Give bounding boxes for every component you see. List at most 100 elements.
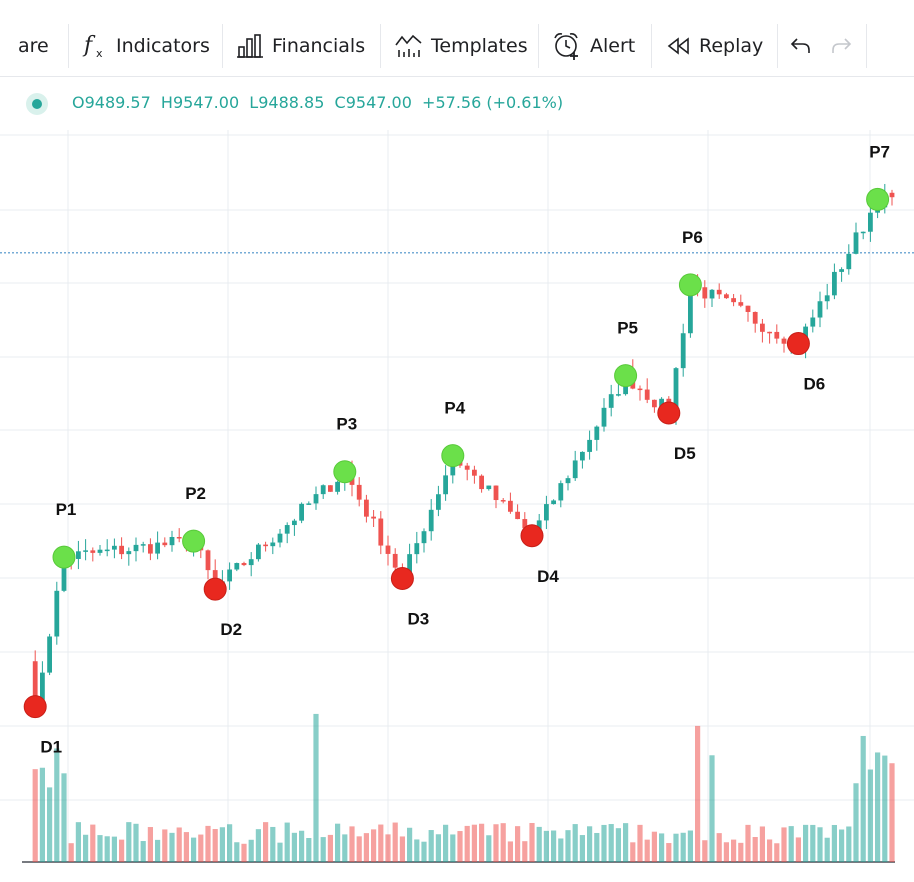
volume-bar (32, 769, 38, 862)
candle-body (40, 672, 45, 700)
candle-body (644, 389, 650, 400)
candle-body (580, 451, 585, 461)
volume-bar (435, 834, 441, 862)
candle-body (47, 636, 52, 673)
volume-bar (781, 827, 787, 862)
candle-body (263, 544, 268, 547)
peak-marker (441, 444, 465, 468)
volume-bar (817, 827, 823, 862)
candle-body (745, 305, 751, 312)
templates-button[interactable]: Templates (395, 24, 528, 68)
volume-bar (731, 839, 737, 862)
candle-body (774, 331, 780, 339)
candle-body (97, 549, 103, 553)
volume-bar (356, 836, 362, 862)
volume-bar (853, 783, 859, 862)
ohlc-values: O9489.57 H9547.00 L9488.85 C9547.00 +57.… (72, 93, 564, 112)
dip-label: D1 (40, 738, 62, 757)
volume-bar (767, 839, 773, 862)
candle-body (155, 542, 160, 554)
volume-bar (479, 823, 485, 862)
dip-marker (520, 524, 544, 548)
financials-button[interactable]: Financials (236, 24, 365, 68)
candle-body (162, 542, 168, 546)
volume-bar (277, 842, 283, 862)
candle-body (731, 298, 736, 303)
candle-body (364, 499, 369, 517)
volume-bar (327, 834, 333, 862)
volume-bar (587, 826, 593, 862)
volume-bar (860, 735, 866, 862)
volume-bar (572, 824, 578, 862)
volume-bar (133, 823, 139, 862)
candle-body (248, 559, 254, 566)
volume-bar (558, 838, 564, 862)
alert-button[interactable]: Alert (552, 24, 635, 68)
candle-body (868, 212, 873, 232)
svg-text:x: x (96, 47, 103, 60)
volume-bar (385, 834, 391, 862)
candle-body (508, 500, 513, 512)
volume-bar (623, 823, 629, 862)
volume-bar (104, 836, 110, 862)
candle-body (659, 398, 664, 408)
candle-body (119, 545, 124, 555)
volume-bar (875, 752, 881, 862)
volume-bar (630, 842, 636, 862)
volume-bar (486, 835, 492, 862)
volume-bar (119, 839, 125, 862)
volume-bar (738, 842, 744, 862)
volume-bar (529, 822, 535, 862)
candle-body (601, 407, 607, 427)
candle-body (551, 500, 556, 505)
volume-bar (615, 828, 621, 862)
indicators-label: Indicators (116, 35, 210, 57)
volume-bar (659, 833, 665, 862)
candle-body (702, 287, 708, 299)
candle-body (306, 503, 312, 505)
candle-body (637, 388, 643, 391)
ohlc-legend: O9489.57 H9547.00 L9488.85 C9547.00 +57.… (0, 88, 914, 118)
peak-marker (866, 187, 890, 211)
candle-body (500, 500, 506, 502)
volume-bar (846, 826, 852, 862)
volume-bar (255, 829, 261, 862)
redo-button[interactable] (830, 24, 852, 68)
dip-label: D2 (220, 620, 242, 639)
volume-bar (788, 826, 794, 862)
candle-body (810, 317, 816, 327)
volume-bar (716, 833, 722, 862)
candle-body (320, 485, 326, 495)
compare-button-partial[interactable]: are (18, 24, 49, 68)
replay-button[interactable]: Replay (667, 24, 763, 68)
candle-body (652, 399, 657, 408)
candle-body (371, 516, 376, 519)
candle-body (817, 301, 823, 318)
undo-icon (790, 36, 812, 56)
candle-body (436, 494, 441, 510)
volume-bar (810, 824, 816, 862)
dip-marker (786, 332, 810, 356)
candle-body (752, 311, 758, 324)
redo-icon (830, 36, 852, 56)
financials-label: Financials (272, 35, 366, 57)
candle-body (61, 556, 67, 591)
volume-bar (407, 827, 413, 862)
volume-bar (342, 834, 348, 862)
volume-bar (378, 824, 384, 862)
volume-bar (759, 826, 765, 862)
undo-button[interactable] (790, 24, 812, 68)
candle-body (709, 289, 715, 299)
volume-bar (198, 834, 204, 862)
peak-label: P2 (185, 484, 206, 503)
candle-body (299, 503, 304, 521)
candle-body (292, 520, 297, 526)
candle-body (594, 426, 600, 440)
volume-bar (695, 725, 701, 862)
volume-bar (284, 822, 290, 862)
candle-body (205, 550, 211, 571)
